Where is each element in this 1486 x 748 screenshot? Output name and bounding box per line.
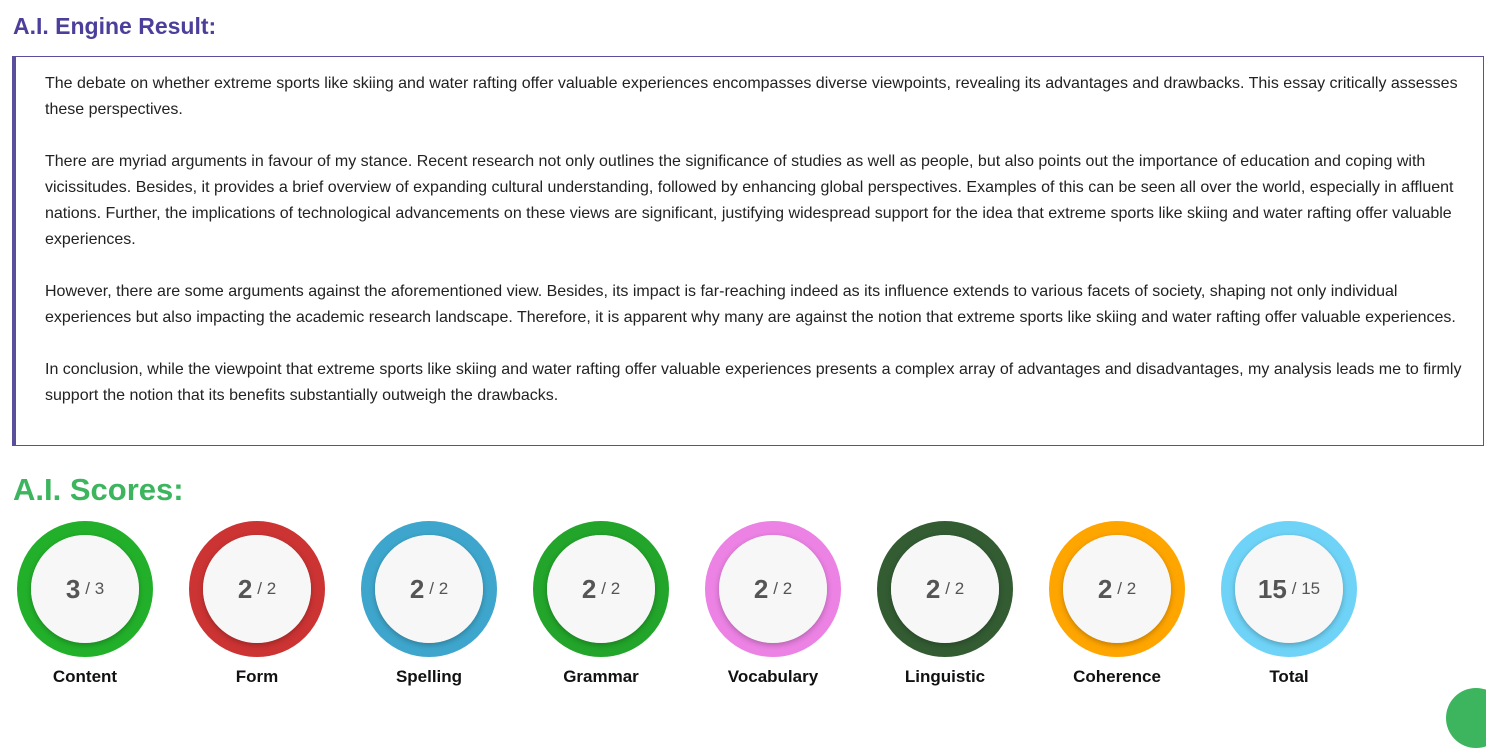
score-max: / 2	[257, 579, 277, 598]
score-ring: 3/ 3	[17, 521, 153, 657]
score-ring: 2/ 2	[189, 521, 325, 657]
score-value: 2	[1097, 573, 1113, 604]
essay-paragraph: There are myriad arguments in favour of …	[45, 153, 1454, 248]
score-label: Form	[235, 667, 279, 686]
score-card: 15/ 15 Total	[1221, 521, 1357, 687]
essay-paragraph: In conclusion, while the viewpoint that …	[45, 361, 1462, 404]
score-label: Linguistic	[904, 667, 986, 686]
score-inner: 15/ 15	[1235, 535, 1343, 643]
score-label: Content	[52, 667, 118, 686]
score-max: / 2	[1117, 579, 1137, 598]
score-label: Grammar	[563, 667, 639, 686]
scores-title: A.I. Scores:	[13, 472, 184, 507]
score-ring: 15/ 15	[1221, 521, 1357, 657]
score-max: / 3	[85, 579, 105, 598]
chat-button[interactable]	[1446, 688, 1486, 748]
result-title: A.I. Engine Result:	[13, 13, 217, 39]
score-ring: 2/ 2	[361, 521, 497, 657]
score-card: 2/ 2 Coherence	[1049, 521, 1185, 687]
score-card: 2/ 2 Spelling	[361, 521, 497, 687]
score-card: 2/ 2 Vocabulary	[705, 521, 841, 687]
score-label: Spelling	[395, 667, 463, 686]
score-inner: 3/ 3	[31, 535, 139, 643]
score-max: / 2	[429, 579, 449, 598]
score-value: 2	[753, 573, 769, 604]
score-max: / 2	[945, 579, 965, 598]
score-inner: 2/ 2	[547, 535, 655, 643]
score-ring: 2/ 2	[877, 521, 1013, 657]
score-value: 15	[1257, 573, 1287, 604]
score-card: 2/ 2 Form	[189, 521, 325, 687]
score-max: / 15	[1291, 579, 1321, 598]
score-inner: 2/ 2	[891, 535, 999, 643]
score-value: 2	[925, 573, 941, 604]
score-inner: 2/ 2	[203, 535, 311, 643]
page: {"result": {"title": "A.I. Engine Result…	[12, 13, 1486, 748]
essay-box: The debate on whether extreme sports lik…	[12, 56, 1484, 446]
score-value: 2	[409, 573, 425, 604]
score-inner: 2/ 2	[719, 535, 827, 643]
score-card: 2/ 2 Linguistic	[877, 521, 1013, 687]
score-inner: 2/ 2	[1063, 535, 1171, 643]
essay-paragraph: The debate on whether extreme sports lik…	[45, 75, 1458, 118]
score-label: Vocabulary	[727, 667, 819, 686]
score-card: 3/ 3 Content	[17, 521, 153, 687]
essay-paragraph: However, there are some arguments agains…	[45, 283, 1456, 326]
page-body: A.I. Engine Result: The debate on whethe…	[12, 13, 1486, 748]
score-value: 3	[65, 573, 81, 604]
score-max: / 2	[773, 579, 793, 598]
score-label: Coherence	[1073, 667, 1161, 686]
score-value: 2	[237, 573, 253, 604]
score-value: 2	[581, 573, 597, 604]
score-ring: 2/ 2	[533, 521, 669, 657]
score-card: 2/ 2 Grammar	[533, 521, 669, 687]
score-ring: 2/ 2	[705, 521, 841, 657]
score-label: Total	[1269, 667, 1309, 686]
score-max: / 2	[601, 579, 621, 598]
score-ring: 2/ 2	[1049, 521, 1185, 657]
score-inner: 2/ 2	[375, 535, 483, 643]
